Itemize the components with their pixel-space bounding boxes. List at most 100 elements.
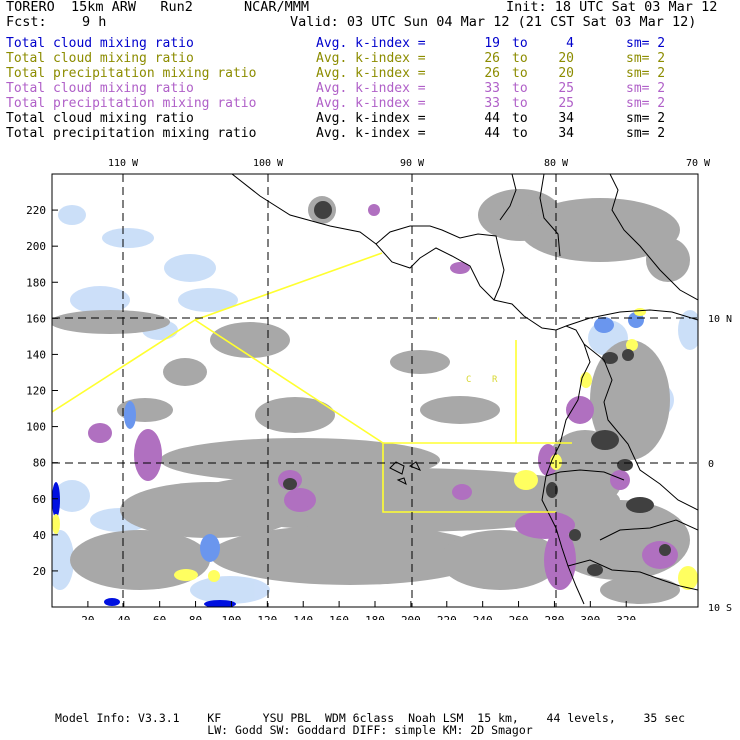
legend-field-label: Total cloud mixing ratio (6, 111, 194, 126)
yellow-shading (52, 308, 698, 590)
y-tick-label: 80 (33, 457, 46, 470)
model-physics-line: LW: Godd SW: Goddard DIFF: simple KM: 2D… (207, 723, 533, 737)
x-tick-label: 240 (473, 614, 493, 620)
x-tick-label: 120 (257, 614, 277, 620)
legend-range-to: to (512, 51, 528, 66)
valid-time: Valid: 03 UTC Sun 04 Mar 12 (21 CST Sat … (290, 14, 697, 30)
longitude-label: 110 W (108, 158, 139, 169)
x-tick-label: 140 (293, 614, 313, 620)
legend-range-end: 20 (558, 66, 574, 81)
weather-map: ' C R 2040608010012014016018020022024026… (26, 158, 732, 620)
latitude-label: 0 (708, 459, 714, 470)
legend-range-end: 4 (566, 36, 574, 51)
legend-row: Total cloud mixing ratio Avg. k-index = 33… (6, 81, 696, 96)
legend-range-end: 34 (558, 111, 574, 126)
legend-range-to: to (512, 126, 528, 141)
legend-smoothing: sm= 2 (626, 111, 666, 126)
latitude-label: 10 S (708, 603, 732, 614)
longitude-label: 100 W (253, 158, 284, 169)
legend-range-start: 26 (484, 51, 500, 66)
legend-range-end: 34 (558, 126, 574, 141)
legend-row: Total cloud mixing ratio Avg. k-index = 19… (6, 36, 696, 51)
organization-label: NCAR/MMM (244, 0, 310, 15)
legend-range-end: 25 (558, 96, 574, 111)
x-tick-label: 180 (365, 614, 385, 620)
latlon-grid (52, 174, 698, 607)
dark-gray-cores (283, 201, 671, 576)
x-tick-label: 220 (437, 614, 457, 620)
y-tick-label: 40 (33, 529, 46, 542)
x-tick-label: 100 (222, 614, 242, 620)
legend-range-start: 44 (484, 111, 500, 126)
x-tick-label: 280 (545, 614, 565, 620)
axis-labels: 2040608010012014016018020022024026028030… (26, 158, 732, 620)
x-tick-label: 40 (117, 614, 130, 620)
legend-range-start: 33 (484, 81, 500, 96)
legend-smoothing: sm= 2 (626, 36, 666, 51)
x-tick-label: 60 (153, 614, 166, 620)
longitude-label: 80 W (544, 158, 569, 169)
forecast-hours: 9 h (82, 14, 107, 30)
y-tick-label: 20 (33, 565, 46, 578)
legend-field-label: Total cloud mixing ratio (6, 51, 194, 66)
y-tick-label: 100 (26, 421, 46, 434)
legend-row: Total cloud mixing ratio Avg. k-index = 44… (6, 111, 696, 126)
legend-field-label: Total cloud mixing ratio (6, 36, 194, 51)
longitude-label: 90 W (400, 158, 425, 169)
x-tick-label: 320 (616, 614, 636, 620)
region-label-r: R (492, 375, 498, 385)
legend-range-start: 26 (484, 66, 500, 81)
region-boundaries (52, 252, 572, 513)
legend-avg-label: Avg. k-index = (316, 36, 426, 51)
x-tick-label: 80 (189, 614, 202, 620)
region-marker: ' (436, 317, 441, 327)
model-info-line: Model Info: V3.3.1 KF YSU PBL WDM 6class… (54, 711, 686, 725)
x-tick-label: 20 (81, 614, 94, 620)
legend-field-label: Total precipitation mixing ratio (6, 126, 257, 141)
region-label-c: C (466, 375, 471, 385)
y-tick-label: 160 (26, 312, 46, 325)
legend-field-label: Total precipitation mixing ratio (6, 96, 257, 111)
legend-avg-label: Avg. k-index = (316, 111, 426, 126)
y-tick-label: 60 (33, 493, 46, 506)
legend-smoothing: sm= 2 (626, 81, 666, 96)
legend-row: Total precipitation mixing ratio Avg. k-i… (6, 66, 696, 81)
forecast-label: Fcst: (6, 14, 47, 30)
x-tick-label: 260 (509, 614, 529, 620)
latitude-label: 10 N (708, 314, 732, 325)
legend-smoothing: sm= 2 (626, 66, 666, 81)
legend-avg-label: Avg. k-index = (316, 81, 426, 96)
legend-field-label: Total precipitation mixing ratio (6, 66, 257, 81)
purple-shading (88, 204, 678, 590)
longitude-label: 70 W (686, 158, 711, 169)
x-tick-label: 200 (401, 614, 421, 620)
gray-shading (52, 189, 690, 604)
legend-avg-label: Avg. k-index = (316, 51, 426, 66)
y-tick-label: 180 (26, 276, 46, 289)
legend-range-to: to (512, 36, 528, 51)
legend-range-to: to (512, 81, 528, 96)
legend-row: Total precipitation mixing ratio Avg. k-i… (6, 126, 696, 141)
init-time: Init: 18 UTC Sat 03 Mar 12 (506, 0, 718, 15)
legend-smoothing: sm= 2 (626, 96, 666, 111)
axis-ticks (52, 209, 627, 607)
x-tick-label: 300 (580, 614, 600, 620)
y-tick-label: 200 (26, 240, 46, 253)
y-tick-label: 120 (26, 385, 46, 398)
y-tick-label: 140 (26, 348, 46, 361)
legend-range-start: 19 (484, 36, 500, 51)
legend-field-label: Total cloud mixing ratio (6, 81, 194, 96)
legend-range-to: to (512, 66, 528, 81)
legend-range-to: to (512, 111, 528, 126)
legend-avg-label: Avg. k-index = (316, 126, 426, 141)
legend-smoothing: sm= 2 (626, 51, 666, 66)
legend-smoothing: sm= 2 (626, 126, 666, 141)
dark-blue-shading (52, 482, 236, 607)
legend-avg-label: Avg. k-index = (316, 66, 426, 81)
legend-row: Total precipitation mixing ratio Avg. k-i… (6, 96, 696, 111)
legend-range-to: to (512, 96, 528, 111)
legend-range-end: 20 (558, 51, 574, 66)
y-tick-label: 220 (26, 204, 46, 217)
model-run-title: TORERO 15km ARW Run2 (6, 0, 193, 15)
x-tick-label: 160 (329, 614, 349, 620)
